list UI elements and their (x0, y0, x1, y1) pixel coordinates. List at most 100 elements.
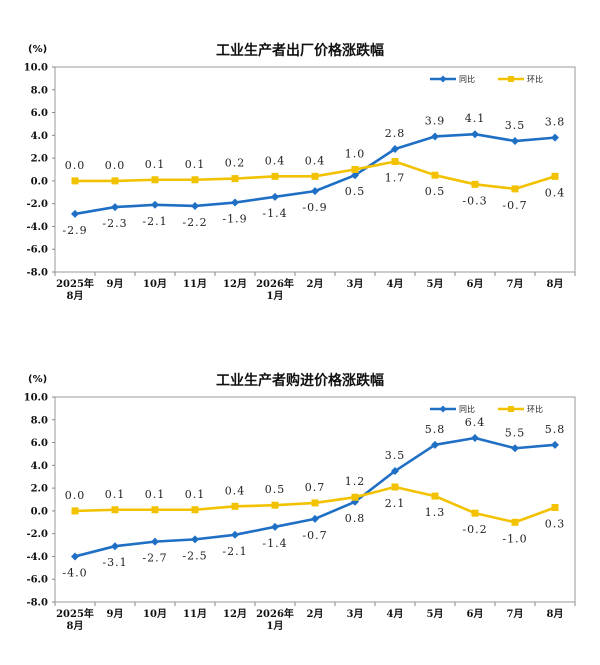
data-point-环比 (551, 503, 559, 511)
data-point-同比 (111, 203, 119, 212)
chart-title: 工业生产者出厂价格涨跌幅 (216, 42, 384, 59)
data-label-环比: 1.2 (345, 475, 366, 488)
x-tick-label: 11月 (183, 608, 207, 620)
data-label-同比: -2.1 (222, 545, 247, 558)
data-point-同比 (231, 530, 239, 539)
x-tick-label: 8月 (547, 608, 564, 620)
data-point-环比 (231, 502, 239, 510)
data-point-同比 (431, 132, 439, 141)
data-label-环比: 0.1 (185, 488, 206, 501)
x-tick-label: 2025年 (56, 607, 94, 620)
data-point-环比 (111, 177, 119, 185)
data-point-环比 (471, 180, 479, 188)
y-tick-label: -6.0 (26, 575, 48, 586)
y-tick-label: -4.0 (26, 552, 48, 563)
data-label-环比: 2.1 (385, 497, 406, 510)
data-point-环比 (311, 499, 319, 507)
data-label-环比: 0.1 (185, 158, 206, 171)
x-tick-label: 12月 (223, 608, 247, 620)
y-tick-label: 10.0 (24, 63, 48, 74)
data-label-环比: 0.7 (305, 481, 326, 494)
x-tick-label: 2月 (307, 608, 324, 620)
data-label-同比: -2.5 (182, 549, 207, 562)
y-unit-label: (%) (28, 374, 47, 385)
data-point-环比 (511, 185, 519, 193)
data-point-同比 (511, 444, 519, 453)
x-tick-label: 3月 (347, 608, 364, 620)
x-tick-label: 5月 (427, 608, 444, 620)
data-point-同比 (511, 137, 519, 146)
x-tick-label: 8月 (67, 290, 84, 302)
data-label-同比: -2.7 (142, 552, 167, 565)
data-label-环比: -0.7 (502, 199, 527, 212)
data-point-环比 (351, 166, 359, 173)
data-label-同比: -2.3 (102, 217, 127, 230)
data-point-环比 (191, 176, 199, 184)
data-point-同比 (551, 133, 559, 142)
plot-frame (54, 66, 576, 273)
x-tick-label: 2026年 (256, 607, 294, 620)
y-tick-label: -6.0 (26, 245, 48, 256)
x-tick-label: 7月 (507, 608, 524, 620)
legend-label-同比: 同比 (459, 404, 475, 414)
y-unit-label: (%) (28, 44, 47, 55)
x-tick-label: 1月 (267, 620, 284, 632)
data-label-环比: 0.0 (65, 159, 86, 172)
data-label-同比: 3.5 (505, 119, 526, 132)
y-tick-label: 2.0 (31, 484, 48, 495)
data-label-环比: 0.1 (105, 488, 126, 501)
x-tick-label: 3月 (347, 278, 364, 290)
x-tick-label: 8月 (547, 278, 564, 290)
data-point-环比 (391, 158, 399, 166)
y-tick-label: 6.0 (31, 108, 48, 119)
ppi-input-chart: 工业生产者购进价格涨跌幅 (%) 10.0 8.0 6.0 4.0 2.0 0.0 -2.0 -4… (0, 365, 600, 665)
data-label-环比: -0.2 (462, 523, 487, 536)
data-label-环比: 0.4 (225, 484, 246, 497)
x-tick-label: 12月 (223, 278, 247, 290)
data-point-环比 (191, 506, 199, 514)
data-label-环比: -0.3 (462, 194, 487, 207)
x-tick-label: 6月 (467, 278, 484, 290)
data-label-同比: -0.9 (302, 201, 327, 214)
data-point-同比 (471, 434, 479, 442)
ppi-output-chart: 工业生产者出厂价格涨跌幅 (%) 10.0 8.0 6.0 4.0 2.0 0.0 -2.0 -4… (0, 35, 600, 335)
data-point-环比 (71, 177, 79, 185)
data-label-同比: -1.4 (262, 537, 287, 550)
data-label-同比: -2.2 (182, 216, 207, 229)
data-point-环比 (231, 175, 239, 183)
data-point-同比 (191, 535, 199, 544)
data-label-同比: 0.8 (345, 512, 366, 525)
data-label-同比: -1.9 (222, 213, 247, 226)
plot-frame (54, 396, 576, 603)
data-point-同比 (191, 201, 199, 210)
x-tick-label: 9月 (107, 278, 124, 290)
data-label-环比: 0.4 (305, 154, 326, 167)
x-tick-label: 2026年 (256, 277, 294, 290)
data-point-环比 (151, 176, 159, 184)
data-point-环比 (431, 171, 439, 179)
data-point-环比 (271, 501, 279, 509)
data-point-同比 (71, 209, 79, 218)
data-point-同比 (71, 552, 79, 561)
data-point-环比 (151, 506, 159, 514)
y-tick-label: 10.0 (24, 393, 48, 404)
data-label-同比: 5.8 (425, 423, 446, 436)
legend-label-同比: 同比 (459, 74, 475, 84)
data-label-环比: 0.4 (545, 186, 566, 199)
ppi-output-chart-svg: 工业生产者出厂价格涨跌幅 (%) 10.0 8.0 6.0 4.0 2.0 0.0 -2.0 -4… (24, 42, 576, 302)
y-tick-label: 6.0 (31, 438, 48, 449)
data-point-环比 (391, 483, 399, 491)
x-tick-label: 6月 (467, 608, 484, 620)
data-label-环比: 0.3 (545, 517, 566, 530)
data-label-环比: 0.5 (265, 483, 286, 496)
data-label-环比: 0.0 (65, 489, 86, 502)
legend-label-环比: 环比 (527, 404, 543, 414)
data-point-同比 (111, 542, 119, 551)
ppi-input-chart-svg: 工业生产者购进价格涨跌幅 (%) 10.0 8.0 6.0 4.0 2.0 0.0 -2.0 -4… (24, 372, 576, 632)
data-label-环比: 0.2 (225, 157, 246, 170)
data-point-同比 (431, 440, 439, 449)
data-point-环比 (431, 492, 439, 500)
data-point-同比 (151, 200, 159, 209)
data-label-环比: 0.1 (145, 158, 166, 171)
data-point-同比 (311, 187, 319, 196)
